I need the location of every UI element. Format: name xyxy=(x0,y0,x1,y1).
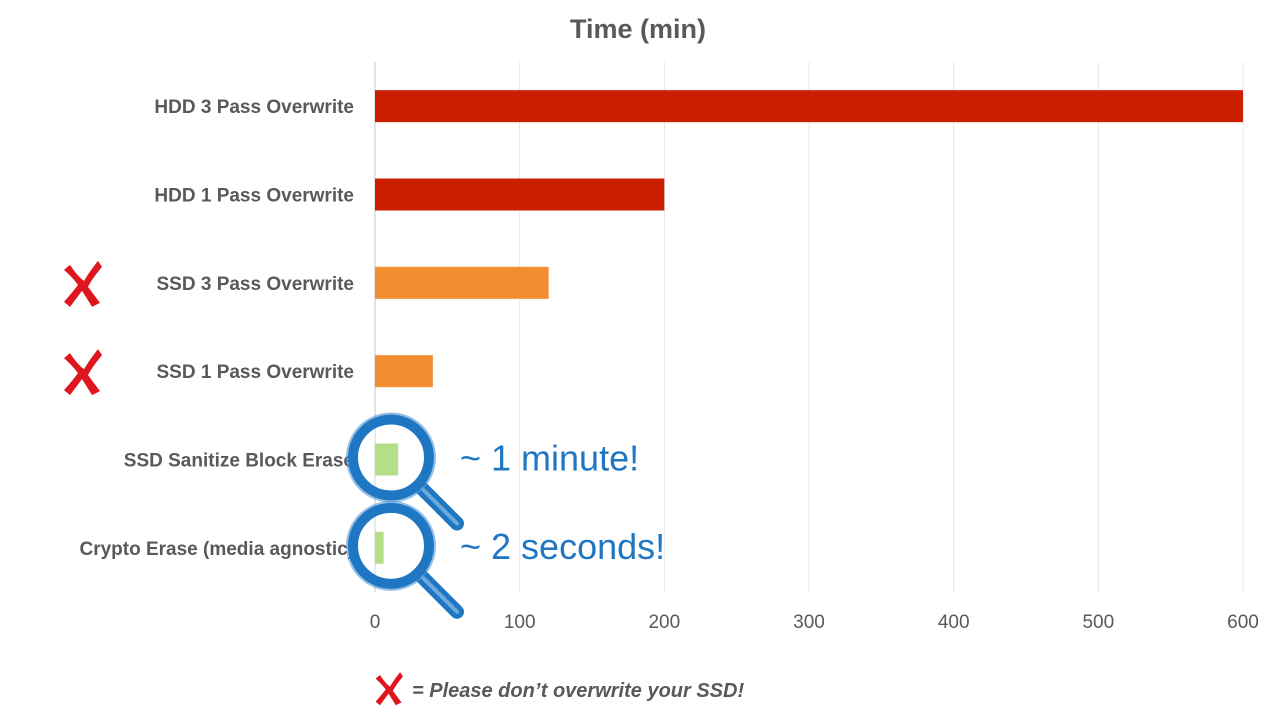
bar xyxy=(375,355,433,387)
legend-note: = Please don’t overwrite your SSD! xyxy=(412,680,744,702)
callout-text: ~ 2 seconds! xyxy=(460,526,665,567)
x-tick-label: 0 xyxy=(370,612,381,633)
gridlines xyxy=(520,62,1243,592)
category-labels: HDD 3 Pass Overwrite HDD 1 Pass Overwrite… xyxy=(79,97,354,560)
x-tick-label: 600 xyxy=(1227,612,1259,633)
category-label: HDD 3 Pass Overwrite xyxy=(154,97,354,118)
cross-marks xyxy=(64,261,102,395)
bar xyxy=(375,267,549,299)
x-tick-label: 200 xyxy=(648,612,680,633)
magnifier-icon xyxy=(347,502,457,612)
category-label: Crypto Erase (media agnostic) xyxy=(79,539,354,560)
x-tick-label: 400 xyxy=(938,612,970,633)
chart-title: Time (min) xyxy=(570,14,706,44)
category-label: HDD 1 Pass Overwrite xyxy=(154,186,354,207)
callout-text: ~ 1 minute! xyxy=(460,438,639,479)
legend: = Please don’t overwrite your SSD! xyxy=(376,672,745,705)
legend-cross-icon xyxy=(376,672,403,705)
x-tick-label: 300 xyxy=(793,612,825,633)
x-tick-labels: 0 100 200 300 400 500 600 xyxy=(370,612,1259,633)
category-label: SSD Sanitize Block Erase xyxy=(124,451,354,472)
legend-cross-mark-icon xyxy=(376,672,403,705)
category-label: SSD 3 Pass Overwrite xyxy=(157,274,355,295)
x-tick-label: 500 xyxy=(1082,612,1114,633)
category-label: SSD 1 Pass Overwrite xyxy=(157,362,355,383)
magnifier-callouts: ~ 1 minute! ~ 2 seconds! xyxy=(347,414,665,612)
bar xyxy=(375,90,1243,122)
cross-mark-icon xyxy=(64,349,102,395)
cross-mark-icon xyxy=(64,261,102,307)
bar xyxy=(375,179,664,211)
x-tick-label: 100 xyxy=(504,612,536,633)
